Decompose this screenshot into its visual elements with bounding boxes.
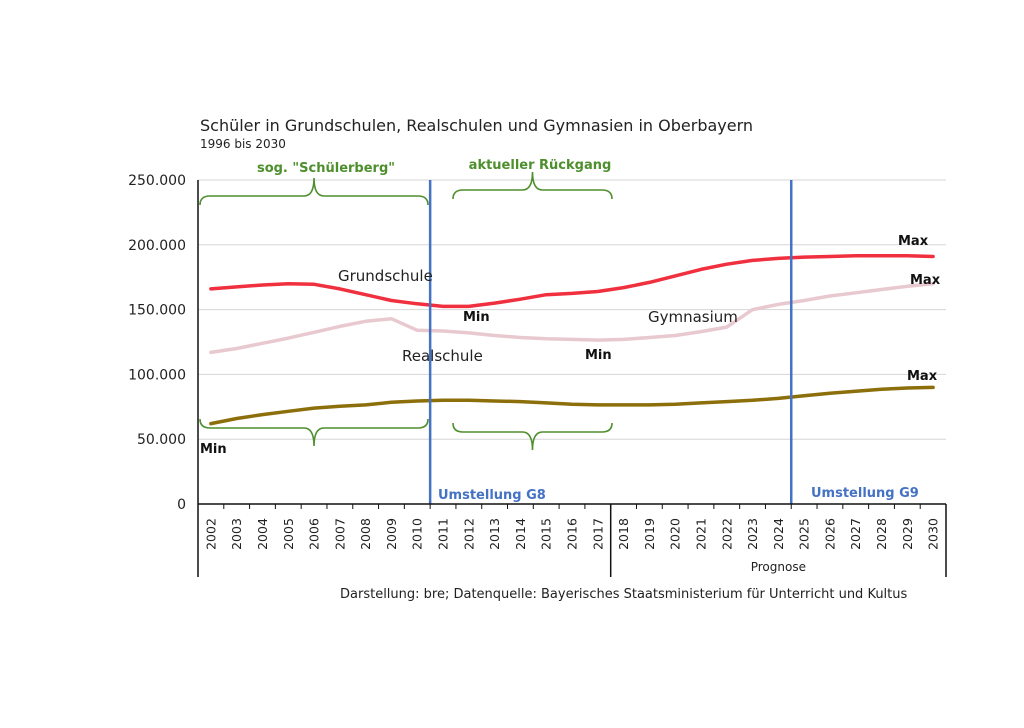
x-tick-label: 2007 (332, 518, 347, 550)
x-tick-label: 2010 (410, 518, 425, 550)
x-tick-label: 2021 (694, 518, 709, 550)
brace-schuelerberg-top (199, 177, 429, 206)
x-tick-label: 2002 (203, 518, 218, 550)
x-tick-label: 2029 (900, 518, 915, 550)
label-g8: Umstellung G8 (438, 488, 546, 503)
x-tick-label: 2009 (384, 518, 399, 550)
y-axis-ticks: 0 50.000 100.000 150.000 200.000 250.000 (128, 173, 186, 513)
series-line-gymnasium (209, 281, 935, 355)
x-tick-label: 2020 (668, 518, 683, 550)
chart-title: Schüler in Grundschulen, Realschulen und… (200, 116, 753, 135)
x-tick-label: 2019 (642, 518, 657, 550)
x-tick-label: 2023 (745, 518, 760, 550)
x-tick-label: 2024 (771, 518, 786, 550)
label-prognose: Prognose (751, 560, 806, 574)
x-tick-label: 2014 (513, 518, 528, 550)
max-label-realschule: Max (907, 369, 938, 384)
x-tick-label: 2005 (281, 518, 296, 550)
x-tick-label: 2006 (307, 518, 322, 550)
series-line-grundschule (209, 254, 935, 309)
x-tick-label: 2012 (461, 518, 476, 550)
label-g9: Umstellung G9 (811, 486, 919, 501)
y-tick-label: 250.000 (128, 173, 186, 189)
series-label-grundschule: Grundschule (338, 267, 433, 285)
annotation-labels: sog. "Schülerberg" aktueller Rückgang Umst… (200, 158, 941, 574)
x-tick-label: 2025 (797, 518, 812, 550)
x-tick-label: 2016 (565, 518, 580, 550)
x-tick-label: 2003 (229, 518, 244, 550)
y-tick-label: 100.000 (128, 367, 186, 383)
x-tick-label: 2017 (590, 518, 605, 550)
min-label-grundschule: Min (463, 310, 490, 325)
brace-rueckgang-top (452, 171, 613, 200)
brace-rueckgang-bottom (452, 422, 613, 451)
grid-lines (198, 179, 946, 440)
x-tick-label: 2028 (874, 518, 889, 550)
y-tick-label: 150.000 (128, 303, 186, 319)
series-label-realschule: Realschule (402, 347, 483, 365)
x-axis-ticks: 2002 2003 2004 2005 2006 2007 2008 2009 2010 2011… (203, 518, 940, 550)
x-tick-label: 2030 (926, 518, 941, 550)
min-label-gymnasium: Min (585, 348, 612, 363)
x-tick-label: 2011 (436, 518, 451, 550)
x-tick-label: 2027 (848, 518, 863, 550)
source-note: Darstellung: bre; Datenquelle: Bayerisch… (340, 587, 908, 602)
y-tick-label: 50.000 (137, 432, 186, 448)
brace-schuelerberg-bottom (199, 418, 429, 447)
max-label-gymnasium: Max (910, 273, 941, 288)
x-tick-label: 2022 (719, 518, 734, 550)
x-tick-label: 2018 (616, 518, 631, 550)
y-tick-label: 200.000 (128, 238, 186, 254)
label-rueckgang: aktueller Rückgang (469, 158, 612, 173)
series-lines (209, 254, 935, 426)
label-schuelerberg: sog. "Schülerberg" (257, 161, 395, 176)
min-label-realschule: Min (200, 442, 227, 457)
x-tick-label: 2026 (822, 518, 837, 550)
axes (197, 180, 947, 577)
x-tick-label: 2004 (255, 518, 270, 550)
x-tick-label: 2013 (487, 518, 502, 550)
chart-subtitle: 1996 bis 2030 (200, 137, 286, 151)
vertical-markers (428, 180, 793, 504)
x-tick-label: 2015 (539, 518, 554, 550)
y-tick-label: 0 (177, 497, 186, 513)
series-line-realschule (209, 385, 935, 426)
series-label-gymnasium: Gymnasium (648, 308, 738, 326)
braces (199, 171, 613, 451)
max-label-grundschule: Max (898, 234, 929, 249)
x-tick-label: 2008 (358, 518, 373, 550)
